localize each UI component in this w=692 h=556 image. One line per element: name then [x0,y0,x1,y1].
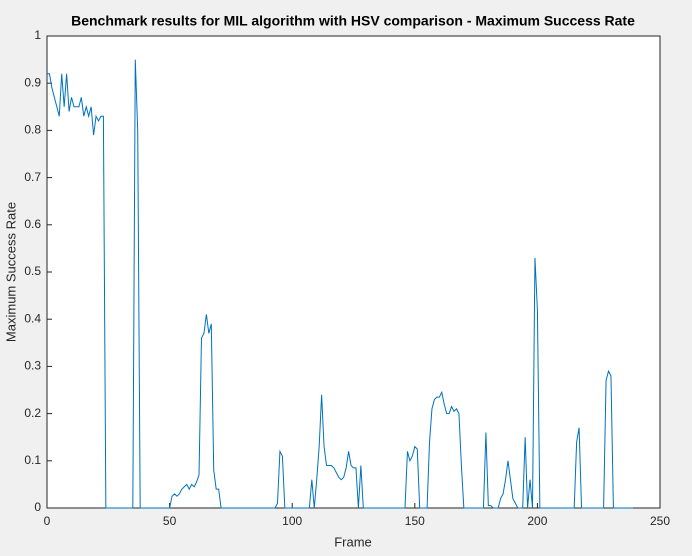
y-tick-label: 0.2 [24,406,41,420]
y-tick-label: 0.4 [24,311,41,325]
data-line [47,59,634,509]
plot-area [46,35,661,509]
y-tick-label: 0.6 [24,217,41,231]
x-tick-label: 150 [405,514,425,528]
y-tick-label: 0.8 [24,123,41,137]
y-tick-label: 0.5 [24,264,41,278]
x-tick-label: 250 [650,514,670,528]
y-tick-label: 0.1 [24,453,41,467]
y-tick-label: 1 [34,28,41,42]
chart-title: Benchmark results for MIL algorithm with… [71,13,635,29]
x-tick-label: 50 [163,514,177,528]
y-tick-label: 0.7 [24,170,41,184]
y-axis-label: Maximum Success Rate [3,202,18,342]
x-tick-label: 0 [44,514,51,528]
x-axis-label: Frame [334,534,372,549]
x-tick-label: 200 [527,514,547,528]
y-tick-label: 0 [34,500,41,514]
x-tick-label: 100 [282,514,302,528]
y-tick-label: 0.9 [24,75,41,89]
y-tick-label: 0.3 [24,359,41,373]
